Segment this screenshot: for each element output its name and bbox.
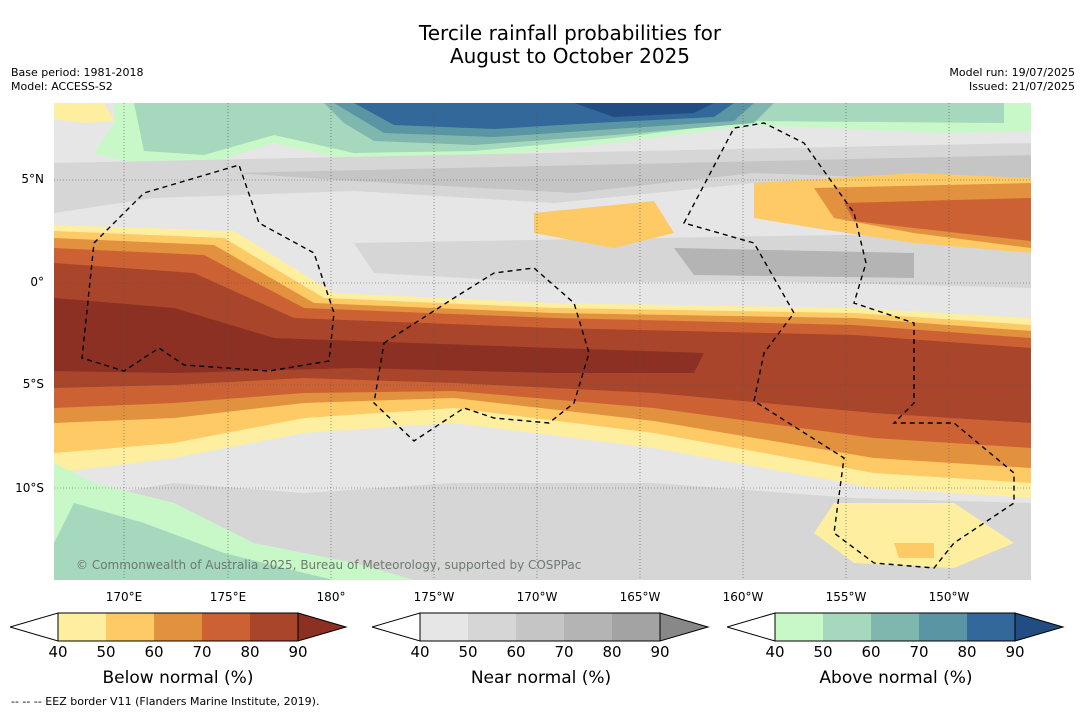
colorbar-above-seg-4 (919, 613, 967, 641)
eez-border-kiribati-phoenix (373, 267, 590, 442)
cbar-below-tick-90: 90 (288, 643, 308, 661)
lon-label-175w: 175°W (413, 590, 455, 604)
cbar-above-tick-60: 60 (861, 643, 881, 661)
below-region-ne-3 (844, 198, 1031, 241)
map-title: Tercile rainfall probabilities for Augus… (270, 22, 870, 68)
cbar-above-tick-50: 50 (813, 643, 833, 661)
below-region-nw (54, 103, 114, 123)
colorbar-near (372, 612, 710, 642)
lon-label-175e: 175°E (209, 590, 247, 604)
colorbar-below-seg-4 (202, 613, 250, 641)
cbar-below-tick-80: 80 (240, 643, 260, 661)
cbar-below-tick-70: 70 (192, 643, 212, 661)
lon-label-170w: 170°W (516, 590, 558, 604)
colorbar-near-seg-2 (468, 613, 516, 641)
issued-date: Issued: 21/07/2025 (968, 80, 1075, 93)
cbar-below-tick-50: 50 (96, 643, 116, 661)
cbar-below-tick-60: 60 (144, 643, 164, 661)
colorbar-near-seg-1 (420, 613, 468, 641)
above-region-sw-2 (54, 503, 334, 580)
model-name: Model: ACCESS-S2 (11, 80, 113, 93)
colorbar-near-seg-5 (612, 613, 660, 641)
eez-borders (81, 122, 1015, 569)
colorbar-above-seg-2 (823, 613, 871, 641)
cbar-near-tick-70: 70 (554, 643, 574, 661)
colorbar-below-seg-3 (154, 613, 202, 641)
above-region-north-6 (574, 103, 714, 117)
colorbar-below-title: Below normal (%) (102, 668, 254, 688)
lon-label-150w: 150°W (928, 590, 970, 604)
below-band-90 (54, 298, 704, 373)
lat-label-5s: 5°S (22, 377, 44, 391)
cbar-above-tick-70: 70 (909, 643, 929, 661)
forecast-map (54, 103, 1031, 580)
cbar-near-tick-50: 50 (458, 643, 478, 661)
base-period: Base period: 1981-2018 (11, 66, 144, 79)
colorbar-below-arrow-left (10, 612, 59, 642)
near-region-north-2 (234, 155, 1031, 193)
colorbar-above (727, 612, 1065, 642)
colorbar-above-arrow-left (727, 612, 776, 642)
cbar-above-tick-40: 40 (765, 643, 785, 661)
cbar-near-tick-80: 80 (602, 643, 622, 661)
below-region-se-2 (894, 543, 934, 558)
colorbar-below-seg-5 (250, 613, 298, 641)
colorbar-below-frame (57, 612, 299, 642)
colorbar-above-seg-3 (871, 613, 919, 641)
colorbar-below-seg-1 (58, 613, 106, 641)
title-line-2: August to October 2025 (449, 44, 691, 68)
lat-label-0: 0° (30, 275, 44, 289)
colorbar-above-seg-1 (775, 613, 823, 641)
lon-label-170e: 170°E (105, 590, 143, 604)
colorbar-below (10, 612, 348, 642)
lat-label-10s: 10°S (15, 481, 44, 495)
cbar-near-tick-40: 40 (410, 643, 430, 661)
colorbar-near-frame (419, 612, 661, 642)
colorbar-near-seg-3 (516, 613, 564, 641)
colorbar-above-seg-5 (967, 613, 1015, 641)
lon-label-155w: 155°W (825, 590, 867, 604)
colorbar-near-arrow-right (659, 612, 710, 642)
lat-label-5n: 5°N (21, 172, 44, 186)
colorbar-above-frame (774, 612, 1016, 642)
cbar-near-tick-90: 90 (650, 643, 670, 661)
copyright-notice: © Commonwealth of Australia 2025, Bureau… (76, 558, 582, 572)
gridlines (54, 103, 1031, 580)
below-region-se (814, 503, 1014, 568)
colorbar-above-title: Above normal (%) (819, 668, 973, 688)
eez-border-kiribati-gilbert (81, 164, 335, 372)
lon-label-165w: 165°W (619, 590, 661, 604)
map-svg (54, 103, 1031, 580)
below-band-80 (54, 263, 1031, 423)
meta-right: Model run: 19/07/2025 Issued: 21/07/2025 (949, 66, 1075, 94)
colorbar-near-arrow-left (372, 612, 421, 642)
below-region-north-tongue (534, 201, 674, 248)
cbar-above-tick-80: 80 (957, 643, 977, 661)
colorbar-below-arrow-right (297, 612, 348, 642)
colorbar-below-seg-2 (106, 613, 154, 641)
meta-left: Base period: 1981-2018 Model: ACCESS-S2 (11, 66, 143, 94)
colorbar-near-title: Near normal (%) (470, 668, 612, 688)
model-run: Model run: 19/07/2025 (949, 66, 1075, 79)
near-region-equator-2 (674, 248, 914, 278)
cbar-above-tick-90: 90 (1005, 643, 1025, 661)
colorbar-above-arrow-right (1014, 612, 1065, 642)
lon-label-160w: 160°W (722, 590, 764, 604)
cbar-near-tick-60: 60 (506, 643, 526, 661)
colorbar-near-seg-4 (564, 613, 612, 641)
cbar-below-tick-40: 40 (48, 643, 68, 661)
title-line-1: Tercile rainfall probabilities for (418, 21, 722, 45)
eez-footnote: -- -- -- EEZ border V11 (Flanders Marine… (11, 695, 320, 708)
lon-label-180: 180° (316, 590, 346, 604)
